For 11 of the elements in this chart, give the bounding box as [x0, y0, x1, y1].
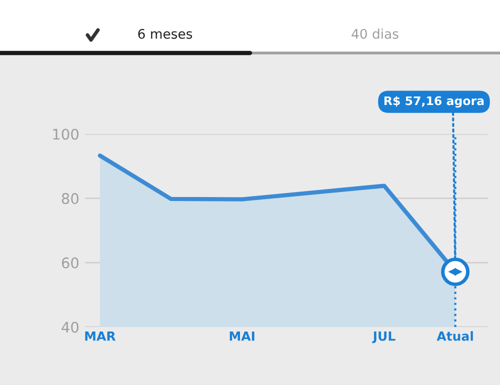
- x-tick-label: MAI: [230, 332, 254, 341]
- text: 6 meses: [138, 28, 192, 39]
- x-tick-label: MAR: [85, 332, 116, 341]
- text: 40 dias: [352, 28, 398, 39]
- y-tick-label: 80: [62, 193, 78, 204]
- annotation: R$ 57,16 agora: [384, 96, 484, 108]
- y-tick-label: 60: [62, 257, 78, 268]
- y-tick-label: 40: [62, 322, 78, 333]
- x-tick-label: Atual: [436, 331, 473, 341]
- x-tick-label: JUL: [372, 332, 396, 344]
- y-tick-label: 100: [53, 128, 78, 140]
